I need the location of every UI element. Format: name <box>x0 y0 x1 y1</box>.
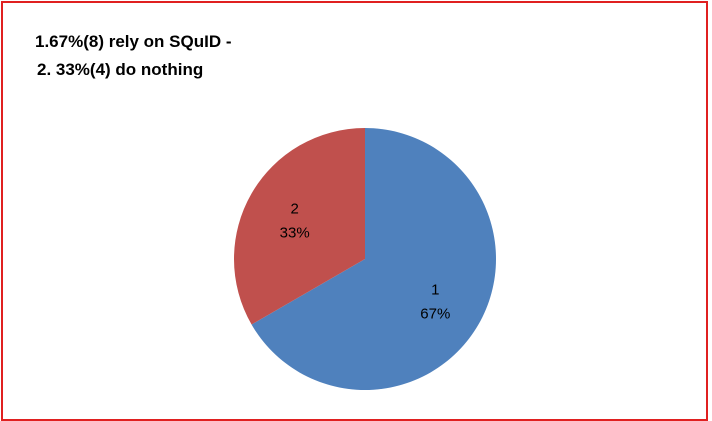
pie-chart: 1 67% 2 33% <box>233 127 496 390</box>
pie-slice-1 <box>251 128 496 390</box>
slice-category-label-1: 1 <box>431 282 439 299</box>
slice-category-label-2: 2 <box>291 200 299 217</box>
chart-title-line-1: 1.67%(8) rely on SQuID - <box>35 32 232 51</box>
slice-percent-label-1: 67% <box>420 306 450 323</box>
pie-slice-2 <box>233 127 365 325</box>
chart-title: 1.67%(8) rely on SQuID - 2. 33%(4) do no… <box>35 28 232 84</box>
chart-title-line-2: 2. 33%(4) do nothing <box>37 60 204 79</box>
slice-percent-label-2: 33% <box>280 224 310 241</box>
